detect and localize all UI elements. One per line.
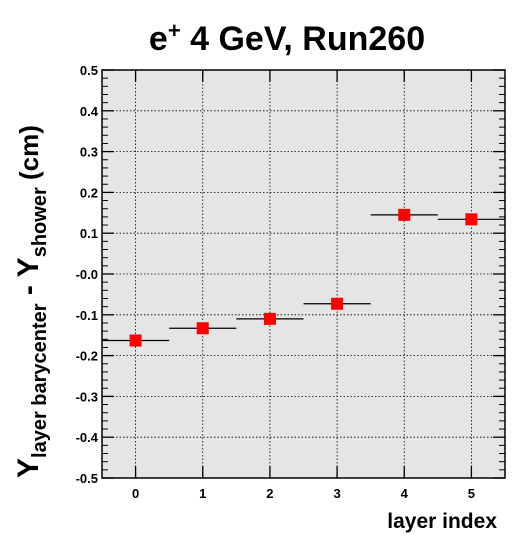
- y-tick-label: -0.4: [76, 430, 99, 445]
- chart-title: e+ 4 GeV, Run260: [149, 18, 425, 58]
- y-tick-label: -0.5: [76, 471, 98, 486]
- x-tick-label: 2: [266, 486, 273, 501]
- data-point-marker: [263, 312, 276, 325]
- axis-ticks: [102, 69, 505, 479]
- x-axis-title: layer index: [387, 510, 497, 533]
- x-tick-label: 3: [333, 486, 340, 501]
- x-tick-label: 4: [401, 486, 409, 501]
- data-point-marker: [398, 208, 411, 221]
- y-title-main-1: Y: [12, 458, 45, 478]
- data-point-marker: [129, 334, 142, 347]
- title-rest: 4 GeV, Run260: [181, 20, 425, 58]
- y-tick-label: 0.1: [80, 226, 98, 241]
- x-tick-label: 5: [468, 486, 475, 501]
- plot-frame: [101, 69, 506, 479]
- x-tick-label: 0: [132, 486, 139, 501]
- title-particle: e: [149, 20, 168, 58]
- y-title-sub-1: layer barycenter: [29, 303, 51, 458]
- y-tick-label: 0.5: [80, 63, 98, 78]
- y-tick-label: 0.2: [80, 185, 98, 200]
- y-title-sub-2: shower: [29, 187, 51, 257]
- data-point-marker: [196, 322, 209, 335]
- y-title-main-2: Y: [12, 257, 45, 277]
- grid-lines: [102, 70, 505, 478]
- y-title-unit: (cm): [14, 125, 44, 187]
- y-tick-label: -0.3: [76, 389, 98, 404]
- y-tick-label: 0.3: [80, 145, 98, 160]
- y-tick-label: -0.1: [76, 308, 98, 323]
- data-markers: [129, 208, 478, 347]
- data-point-marker: [331, 297, 344, 310]
- y-tick-label: -0.2: [76, 349, 98, 364]
- title-charge: +: [168, 18, 181, 43]
- y-tick-labels: -0.5 -0.4 -0.3 -0.2 -0.1 -0.0 0.1 0.2 0.3 0.4 0.5: [76, 63, 99, 486]
- x-tick-labels: 0 1 2 3 4 5: [132, 486, 475, 501]
- y-tick-label: -0.0: [76, 267, 98, 282]
- y-axis-title: Ylayer barycenter - Yshower (cm): [12, 125, 51, 478]
- x-tick-label: 1: [199, 486, 206, 501]
- data-point-marker: [465, 213, 478, 226]
- y-tick-label: 0.4: [80, 104, 99, 119]
- y-title-separator: -: [12, 277, 45, 303]
